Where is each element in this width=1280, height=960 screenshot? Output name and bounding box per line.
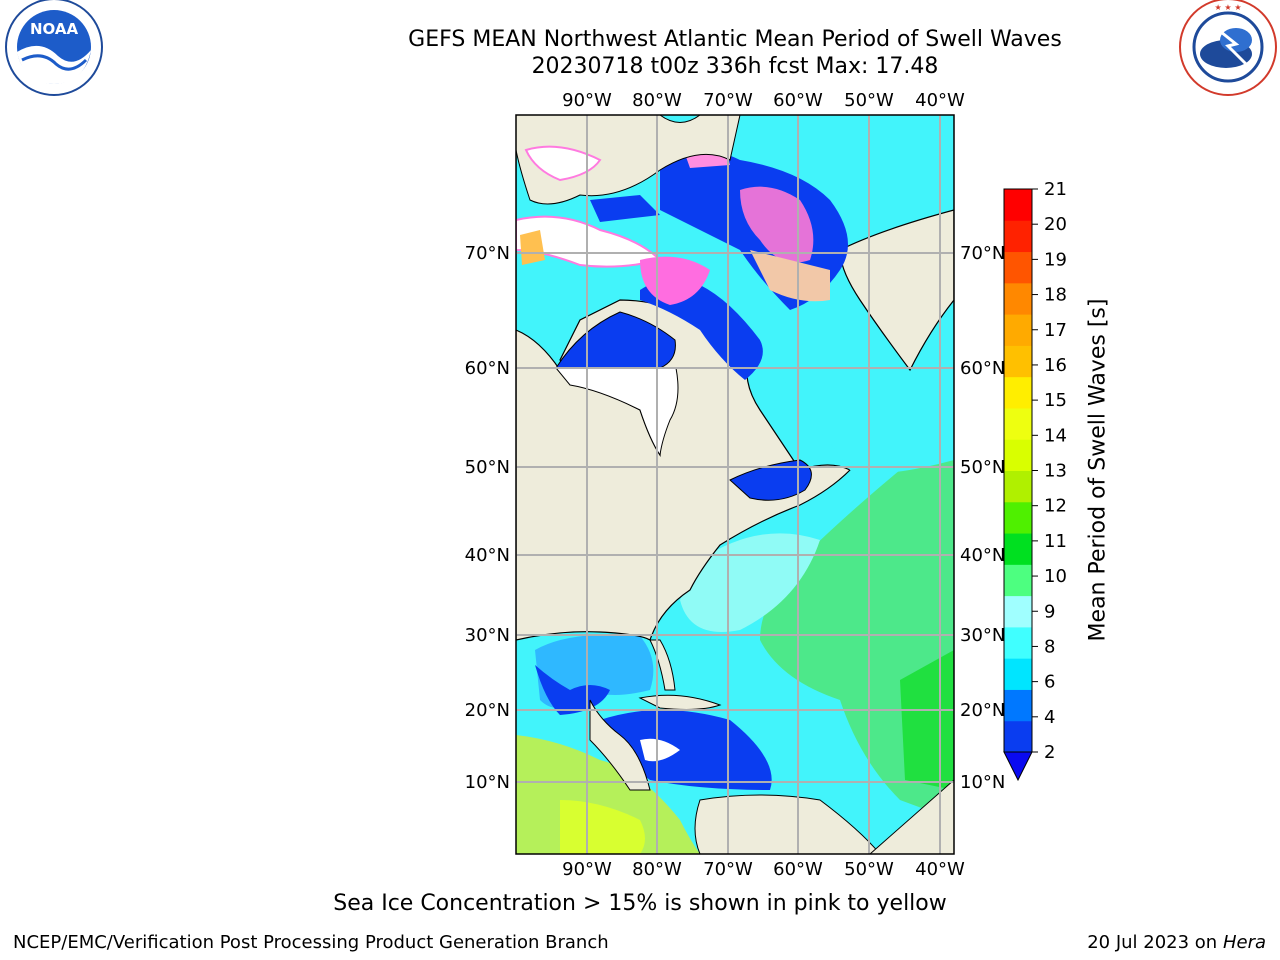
lon-label-bottom: 60°W [773, 859, 823, 880]
colorbar-tick-label: 6 [1044, 672, 1055, 693]
sea-ice-orange-1 [750, 250, 830, 302]
arctic-channel [590, 195, 660, 222]
colorbar-segment [1004, 251, 1032, 284]
lat-label-right: 30°N [960, 625, 1005, 646]
sea-ice-caption: Sea Ice Concentration > 15% is shown in … [333, 891, 947, 916]
colorbar-segment [1004, 407, 1032, 440]
colorbar-segment [1004, 720, 1032, 753]
noaa-logo: NOAA [5, 0, 103, 96]
svg-text:★ ★ ★: ★ ★ ★ [1214, 3, 1241, 12]
colorbar-segment [1004, 345, 1032, 378]
colorbar-tick-label: 10 [1044, 566, 1067, 587]
colorbar-tick-label: 21 [1044, 179, 1067, 200]
colorbar-tick-label: 2 [1044, 742, 1055, 763]
noaa-logo-text: NOAA [30, 20, 79, 38]
land-southeast [869, 779, 954, 854]
lat-label-left: 10°N [465, 772, 510, 793]
lat-label-left: 50°N [465, 457, 510, 478]
lat-label-right: 60°N [960, 358, 1005, 379]
map-gridlines [516, 115, 954, 854]
colorbar-tick-label: 11 [1044, 531, 1067, 552]
colorbar-segment [1004, 376, 1032, 409]
lat-label-left: 60°N [465, 358, 510, 379]
swell-light-region [680, 533, 820, 632]
south-america-high [560, 800, 645, 854]
lat-label-left: 30°N [465, 625, 510, 646]
colorbar-segment [1004, 439, 1032, 471]
colorbar-segment [1004, 533, 1032, 565]
lon-label-bottom: 90°W [562, 859, 612, 880]
colorbar-tick-label: 18 [1044, 285, 1067, 306]
colorbar-tick-label: 14 [1044, 425, 1067, 446]
colorbar-tick-label: 17 [1044, 320, 1067, 341]
james-bay-ice [554, 367, 679, 457]
colorbar-segment [1004, 626, 1032, 659]
colorbar-tick-label: 12 [1044, 496, 1067, 517]
colorbar-tick-label: 20 [1044, 214, 1067, 235]
sea-ice-pink-1 [740, 186, 814, 263]
land-central-america [589, 699, 651, 791]
lon-label-bottom: 80°W [632, 859, 682, 880]
colorbar-tick-label: 13 [1044, 461, 1067, 482]
footer-host: Hera [1222, 932, 1266, 953]
lat-label-right: 50°N [960, 457, 1005, 478]
footer-date-text: 20 Jul 2023 on [1087, 932, 1218, 953]
sea-ice-yellow-1 [520, 230, 545, 265]
lon-label-bottom: 40°W [915, 859, 965, 880]
lon-label-bottom: 50°W [844, 859, 894, 880]
footer-credit: NCEP/EMC/Verification Post Processing Pr… [13, 932, 609, 953]
caribbean-white-patch [640, 738, 680, 762]
lon-label-top: 90°W [562, 90, 612, 111]
colorbar-segment [1004, 658, 1032, 690]
land-arctic-islands [516, 115, 741, 205]
lat-label-left: 20°N [465, 700, 510, 721]
colorbar-segment [1004, 689, 1032, 722]
lon-label-bottom: 70°W [703, 859, 753, 880]
lat-label-right: 40°N [960, 545, 1005, 566]
colorbar-tick-label: 16 [1044, 355, 1067, 376]
colorbar-tick-label: 9 [1044, 601, 1055, 622]
chart-title: GEFS MEAN Northwest Atlantic Mean Period… [408, 27, 1062, 52]
colorbar-tick-label: 15 [1044, 390, 1067, 411]
colorbar: 2 4 6 8 9 10 11 12 13 14 15 16 17 18 19 20 21 [1003, 179, 1067, 782]
map-frame [515, 114, 955, 855]
lon-label-top: 70°W [703, 90, 753, 111]
lat-label-right: 70°N [960, 243, 1005, 264]
colorbar-segment [1004, 501, 1032, 534]
footer-date: 20 Jul 2023 on Hera [1087, 932, 1266, 953]
colorbar-tick-label: 8 [1044, 636, 1055, 657]
colorbar-segment [1004, 470, 1032, 503]
colorbar-tick-label: 19 [1044, 249, 1067, 270]
nws-logo: ★ ★ ★ [1179, 0, 1277, 96]
colorbar-segment [1004, 220, 1032, 253]
colorbar-segment [1004, 282, 1032, 315]
colorbar-segment [1004, 564, 1032, 597]
colorbar-segment [1004, 595, 1032, 628]
lon-label-top: 80°W [632, 90, 682, 111]
lat-label-left: 40°N [465, 545, 510, 566]
hudson-bay [555, 311, 676, 369]
lon-label-top: 40°W [915, 90, 965, 111]
colorbar-extend-arrow [1003, 751, 1033, 782]
lat-label-right: 20°N [960, 700, 1005, 721]
colorbar-label: Mean Period of Swell Waves [s] [1085, 298, 1111, 642]
colorbar-segment [1004, 314, 1032, 346]
lat-label-left: 70°N [465, 243, 510, 264]
lon-label-top: 60°W [773, 90, 823, 111]
lat-label-right: 10°N [960, 772, 1005, 793]
lon-label-top: 50°W [844, 90, 894, 111]
colorbar-segment [1004, 189, 1032, 221]
colorbar-tick-label: 4 [1044, 707, 1055, 728]
chart-subtitle: 20230718 t00z 336h fcst Max: 17.48 [531, 54, 939, 79]
land-south-america-coast [694, 794, 881, 854]
